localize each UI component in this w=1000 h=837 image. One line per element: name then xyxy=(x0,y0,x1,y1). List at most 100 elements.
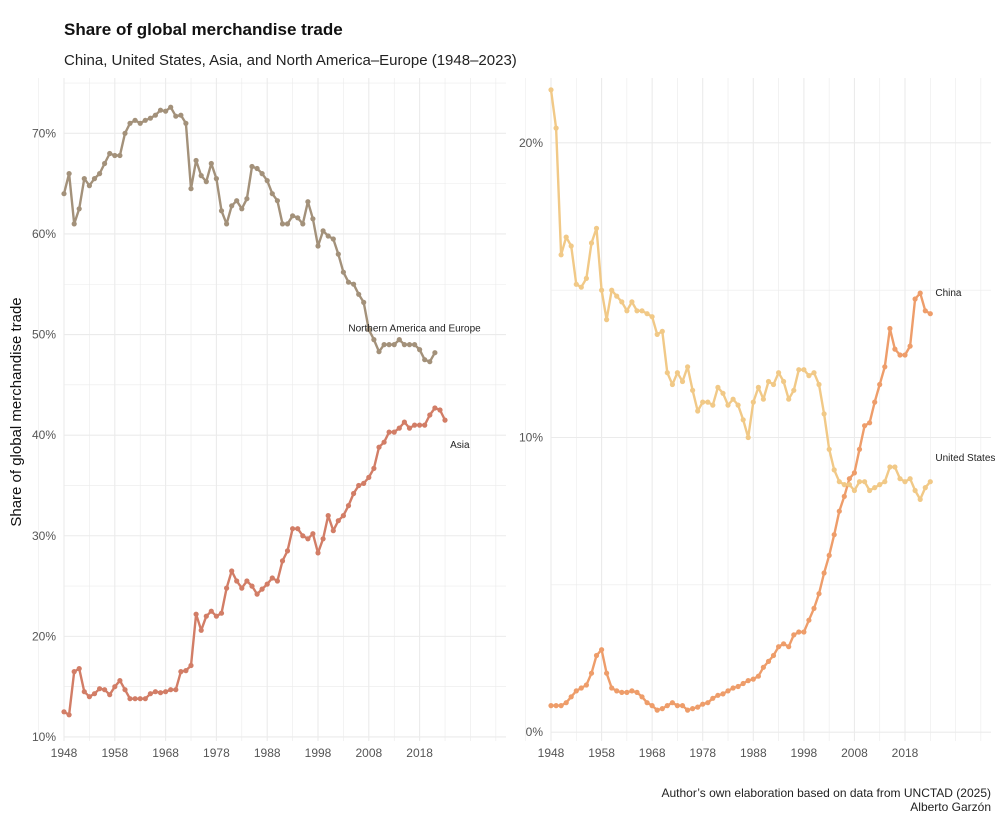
data-point-asia xyxy=(310,531,316,537)
data-point-china xyxy=(781,641,787,647)
data-point-nae xyxy=(417,347,423,353)
data-point-nae xyxy=(325,233,331,239)
data-point-nae xyxy=(396,337,402,343)
left-y-tick-labels: 10% 20% 30% 40% 50% 60% 70% xyxy=(32,126,56,744)
data-point-us xyxy=(568,243,574,249)
data-point-nae xyxy=(244,196,250,202)
series-line-china xyxy=(551,291,931,712)
x-tick-label: 2018 xyxy=(892,746,919,760)
left-series-points xyxy=(61,104,448,718)
data-point-us xyxy=(887,464,893,470)
right-panel: 0% 10% 20% 1948 1958 1968 1978 1988 1998 2008 201… xyxy=(519,78,995,760)
data-point-asia xyxy=(406,425,413,431)
data-point-asia xyxy=(269,575,275,581)
data-point-china xyxy=(609,685,615,691)
data-point-nae xyxy=(102,160,108,167)
data-point-us xyxy=(745,434,751,441)
data-point-us xyxy=(735,402,741,408)
data-point-china xyxy=(750,676,756,682)
x-tick-label: 1968 xyxy=(639,746,666,760)
data-point-china xyxy=(730,685,736,691)
data-point-china xyxy=(548,703,554,709)
data-point-us xyxy=(922,485,928,491)
data-point-nae xyxy=(132,117,138,123)
data-point-us xyxy=(599,287,605,293)
data-point-china xyxy=(578,685,584,691)
data-point-us xyxy=(927,479,933,485)
data-point-asia xyxy=(249,583,255,589)
data-point-nae xyxy=(112,152,118,159)
data-point-nae xyxy=(279,221,286,227)
data-point-nae xyxy=(335,251,341,257)
data-point-us xyxy=(659,328,665,334)
data-point-china xyxy=(867,420,873,426)
data-point-nae xyxy=(107,150,113,157)
data-point-us xyxy=(669,381,676,388)
data-point-asia xyxy=(401,419,407,425)
data-point-china xyxy=(892,346,898,352)
data-point-us xyxy=(573,281,579,287)
data-point-asia xyxy=(254,591,260,597)
data-point-china xyxy=(922,308,928,314)
data-point-us xyxy=(750,399,756,405)
data-point-nae xyxy=(305,199,311,205)
data-point-asia xyxy=(305,536,311,542)
data-point-nae xyxy=(198,173,204,179)
data-point-us xyxy=(685,364,691,370)
data-point-asia xyxy=(386,429,392,435)
data-point-asia xyxy=(86,694,92,700)
data-point-nae xyxy=(320,228,326,234)
x-tick-label: 1978 xyxy=(203,746,230,760)
data-point-china xyxy=(760,664,767,670)
y-tick-label: 10% xyxy=(32,730,56,744)
data-point-us xyxy=(740,417,746,423)
data-point-china xyxy=(887,325,893,332)
data-point-asia xyxy=(391,429,397,435)
data-point-us xyxy=(760,396,767,402)
data-point-china xyxy=(907,343,913,349)
data-point-nae xyxy=(91,176,98,182)
data-point-us xyxy=(816,381,822,388)
y-tick-label: 20% xyxy=(519,136,543,150)
data-point-china xyxy=(765,658,772,665)
data-point-asia xyxy=(345,503,352,509)
data-point-nae xyxy=(183,120,189,126)
data-point-asia xyxy=(218,610,225,616)
data-point-asia xyxy=(112,684,118,690)
data-point-china xyxy=(831,532,837,538)
data-point-china xyxy=(679,703,686,709)
data-point-us xyxy=(882,479,888,485)
data-point-china xyxy=(634,689,640,696)
series-label-us: United States xyxy=(935,453,995,464)
data-point-nae xyxy=(173,113,179,119)
data-point-asia xyxy=(412,422,418,428)
data-point-asia xyxy=(208,608,214,614)
data-point-nae xyxy=(290,213,296,219)
data-point-china xyxy=(811,605,817,612)
data-point-nae xyxy=(147,115,153,121)
data-point-nae xyxy=(168,104,174,110)
data-point-asia xyxy=(122,687,128,693)
data-point-china xyxy=(715,692,721,698)
data-point-asia xyxy=(198,627,204,633)
data-point-asia xyxy=(284,548,291,554)
data-point-nae xyxy=(371,337,377,343)
data-point-asia xyxy=(244,578,250,584)
data-point-asia xyxy=(279,558,286,564)
data-point-china xyxy=(796,629,802,635)
data-point-nae xyxy=(274,198,280,204)
data-point-china xyxy=(639,694,645,700)
left-x-tick-labels: 1948 1958 1968 1978 1988 1998 2008 2018 xyxy=(51,746,434,760)
data-point-us xyxy=(614,293,620,299)
data-point-china xyxy=(629,688,635,694)
data-point-asia xyxy=(351,490,357,497)
data-point-nae xyxy=(340,269,346,275)
right-gridlines xyxy=(525,78,991,741)
data-point-china xyxy=(573,688,579,694)
data-point-nae xyxy=(351,281,357,287)
data-point-nae xyxy=(117,152,123,159)
y-tick-label: 70% xyxy=(32,126,56,140)
data-point-nae xyxy=(345,279,352,285)
data-point-us xyxy=(801,367,807,373)
data-point-china xyxy=(791,632,797,638)
